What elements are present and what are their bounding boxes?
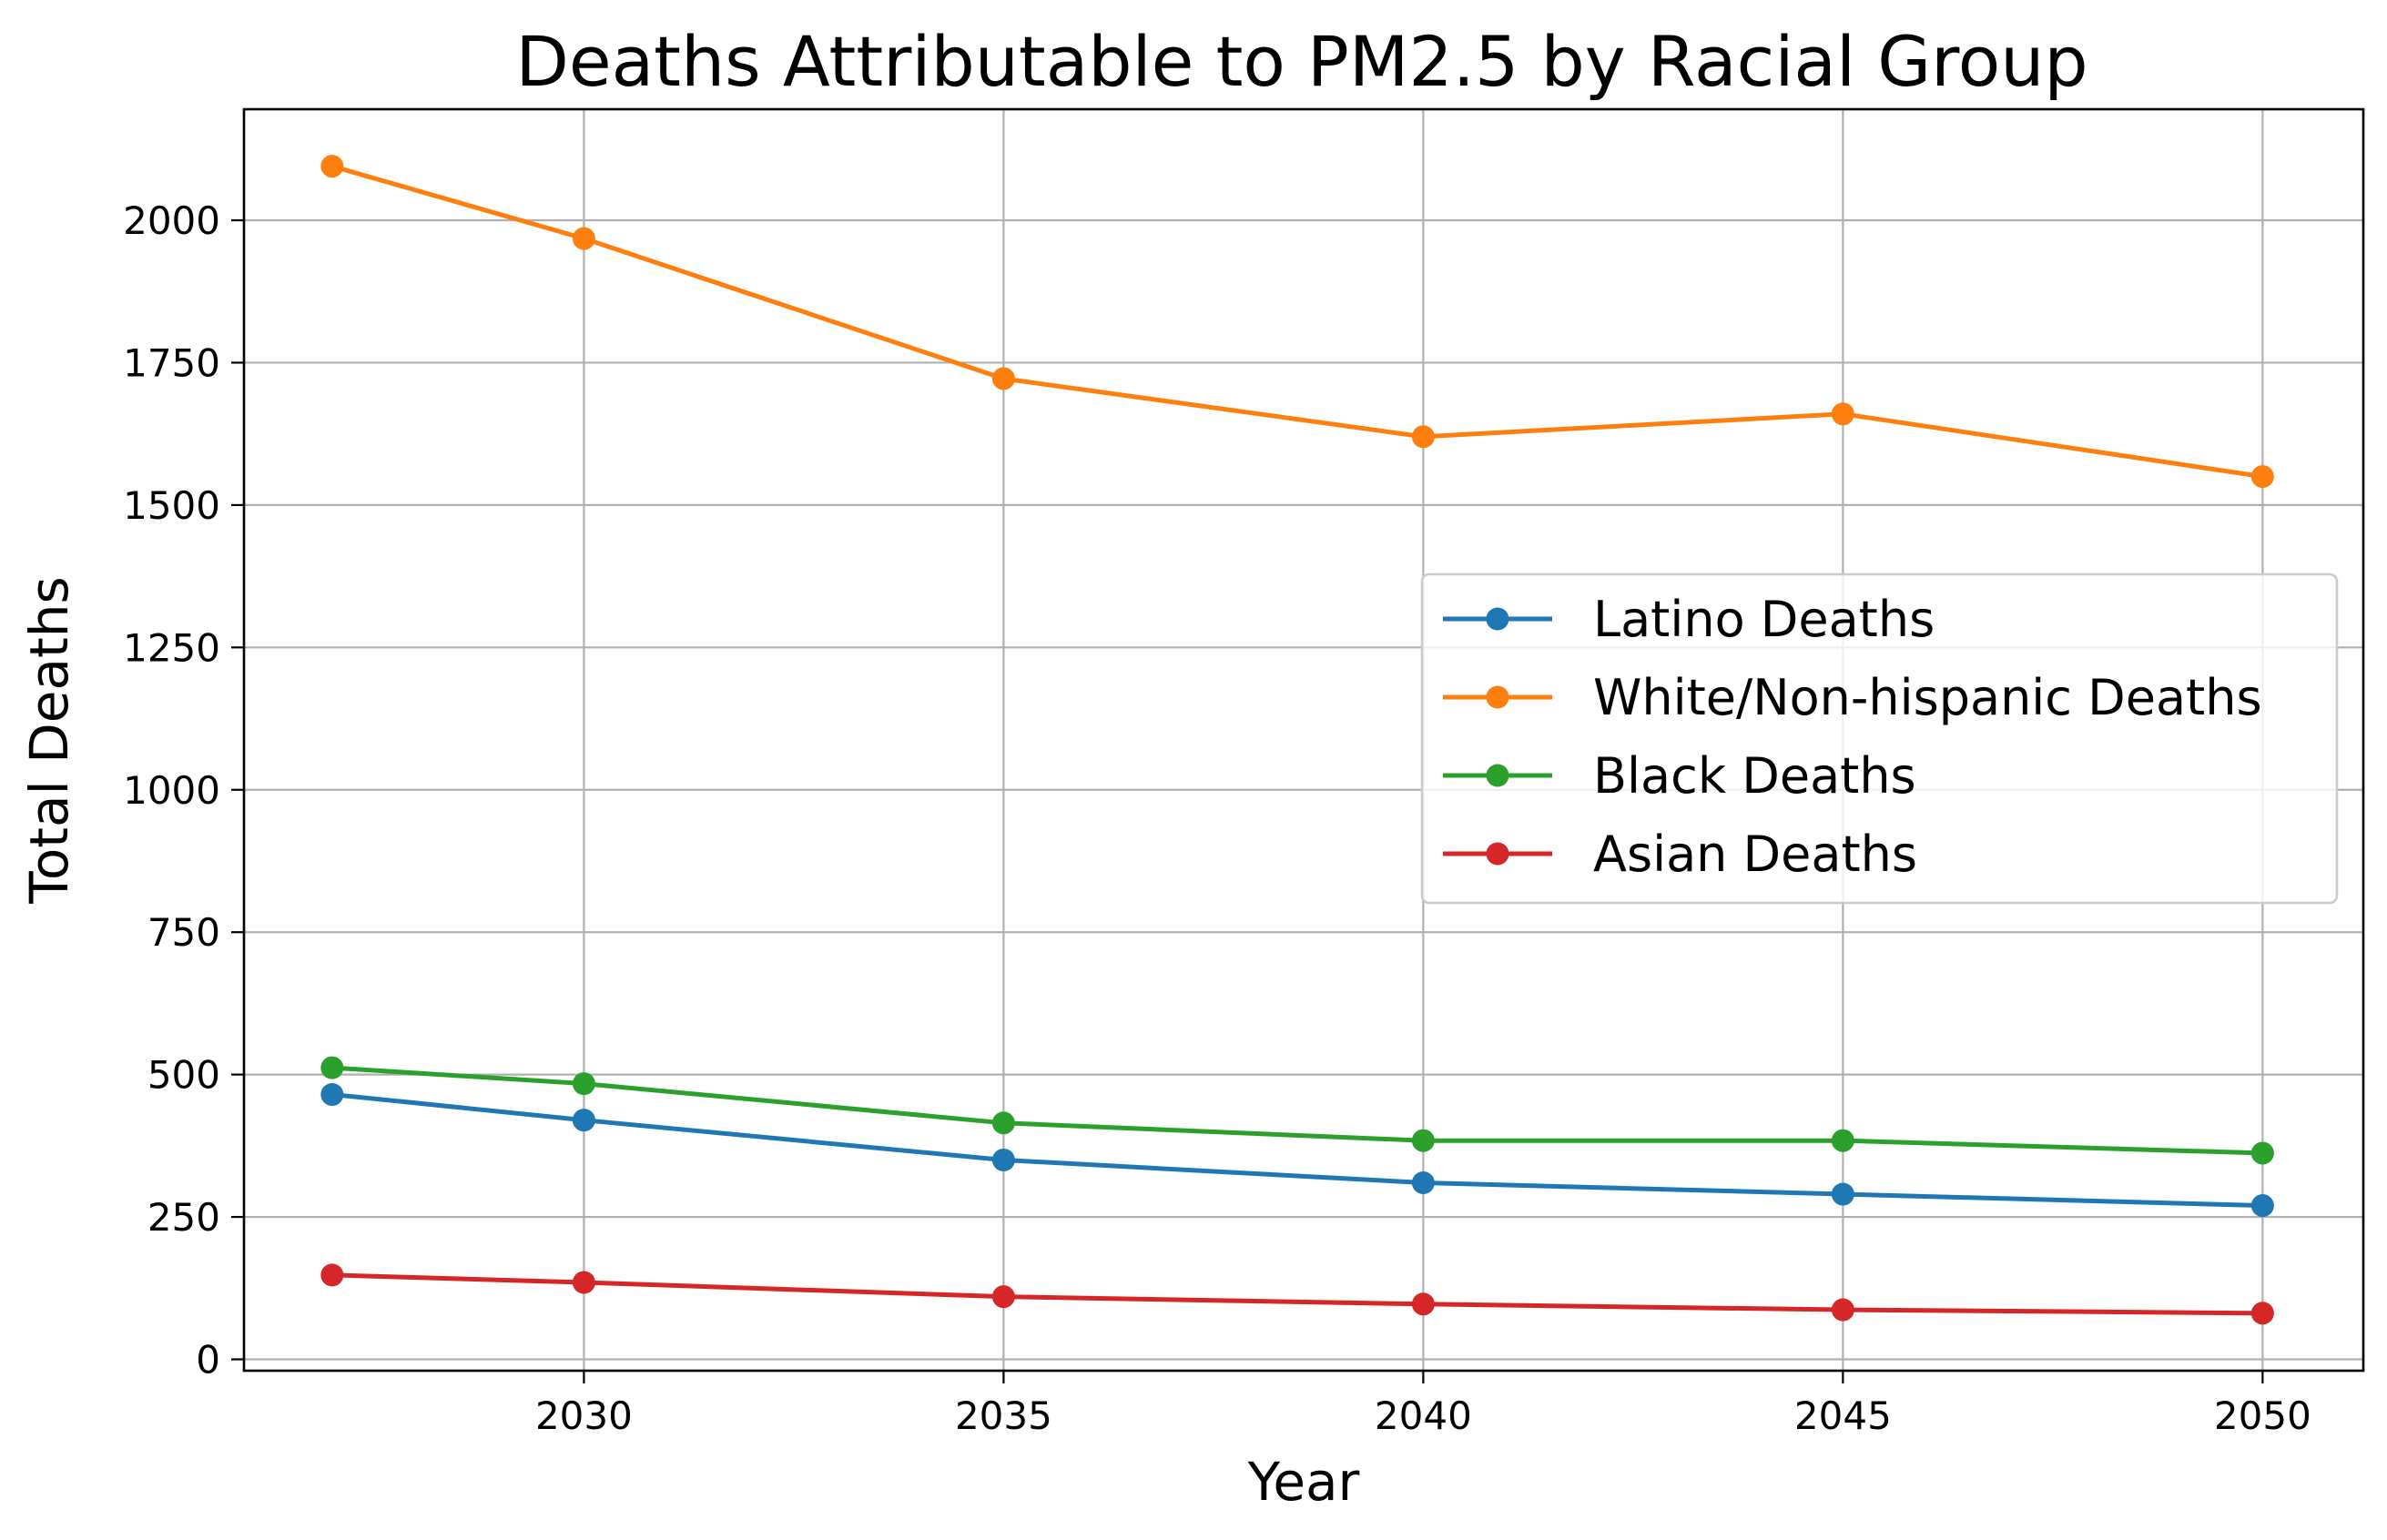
y-axis-ticks: 0 250 500 750 1000 1250 1500 1750 2000 (123, 198, 244, 1382)
y-tick-label: 1750 (123, 340, 220, 385)
legend-label: White/Non-hispanic Deaths (1593, 669, 2262, 726)
data-point (991, 367, 1015, 390)
data-point (991, 1148, 1015, 1171)
data-point (572, 1271, 595, 1294)
series-white-non-hispanic-deaths (320, 155, 2274, 489)
y-tick-label: 2000 (123, 198, 220, 243)
data-point (320, 155, 344, 178)
x-tick-label: 2030 (535, 1393, 633, 1438)
data-point (320, 1056, 344, 1079)
data-point (1831, 402, 1854, 426)
legend-item: Black Deaths (1443, 747, 1916, 805)
legend-marker (1486, 607, 1509, 631)
legend: Latino Deaths White/Non-hispanic Deaths Bl… (1420, 572, 2339, 905)
legend-marker (1486, 685, 1509, 709)
data-point (2250, 1302, 2274, 1325)
y-tick-label: 500 (147, 1053, 220, 1098)
x-axis-ticks: 2030 2035 2040 2045 2050 (535, 1371, 2311, 1438)
legend-item: White/Non-hispanic Deaths (1443, 669, 2262, 726)
y-tick-label: 750 (147, 910, 220, 955)
y-axis-label: Total Deaths (18, 576, 80, 905)
y-tick-label: 250 (147, 1195, 220, 1240)
series-asian-deaths (320, 1263, 2274, 1325)
data-point (320, 1083, 344, 1107)
legend-marker (1486, 842, 1509, 866)
data-point (2250, 1141, 2274, 1165)
legend-label: Asian Deaths (1593, 826, 1917, 883)
series-group (320, 155, 2274, 1325)
data-point (1411, 425, 1435, 449)
data-point (2250, 1194, 2274, 1218)
series-latino-deaths (320, 1083, 2274, 1218)
legend-box (1420, 572, 2339, 905)
legend-item: Asian Deaths (1443, 826, 1917, 883)
data-point (572, 227, 595, 250)
data-point (572, 1072, 595, 1096)
series-line (330, 1272, 2265, 1316)
y-tick-label: 1000 (123, 768, 220, 813)
legend-marker (1486, 764, 1509, 787)
data-point (1831, 1182, 1854, 1206)
x-tick-label: 2035 (955, 1393, 1052, 1438)
chart-title: Deaths Attributable to PM2.5 by Racial G… (515, 21, 2087, 102)
series-line (330, 1065, 2265, 1156)
legend-label: Black Deaths (1593, 747, 1916, 805)
plot-frame (242, 107, 2365, 1373)
data-point (572, 1109, 595, 1132)
y-tick-label: 1250 (123, 625, 220, 670)
data-point (1831, 1298, 1854, 1322)
data-point (991, 1111, 1015, 1135)
series-line (330, 1091, 2265, 1209)
x-axis-label: Year (1247, 1451, 1360, 1513)
y-tick-label: 1500 (123, 483, 220, 528)
data-point (320, 1263, 344, 1287)
data-point (991, 1285, 1015, 1309)
y-tick-label: 0 (196, 1337, 220, 1382)
x-tick-label: 2040 (1375, 1393, 1472, 1438)
series-line (329, 163, 2266, 480)
x-tick-label: 2050 (2214, 1393, 2311, 1438)
data-point (2250, 465, 2274, 489)
legend-item: Latino Deaths (1443, 591, 1935, 648)
data-point (1411, 1171, 1435, 1195)
x-tick-label: 2045 (1794, 1393, 1892, 1438)
legend-label: Latino Deaths (1593, 591, 1935, 648)
data-point (1411, 1129, 1435, 1152)
series-black-deaths (320, 1056, 2274, 1165)
data-point (1411, 1292, 1435, 1316)
data-point (1831, 1129, 1854, 1152)
